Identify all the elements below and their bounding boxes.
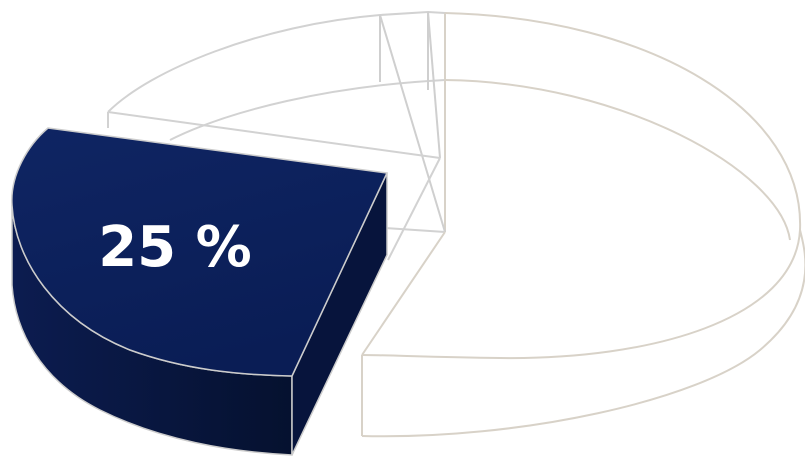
ghost-back-left-inner (169, 79, 446, 141)
ghost-top-rim (361, 12, 802, 360)
remaining-slices-outline (107, 10, 805, 438)
ghost-edge-11 (387, 157, 441, 261)
slice-value-label: 25 % (98, 215, 252, 280)
ghost-edge-9 (361, 231, 446, 356)
ghost-bottom-rim (361, 229, 805, 438)
highlighted-slice: 25 % (11, 127, 389, 456)
ghost-edge-8 (384, 227, 446, 233)
ghost-back-left-rim (107, 10, 446, 113)
highlighted-slice-top (11, 127, 389, 377)
ghost-edge-7 (107, 111, 441, 159)
ghost-inner-rim (444, 79, 791, 241)
ghost-edge-5 (427, 11, 441, 159)
ghost-edge-4 (379, 14, 446, 233)
